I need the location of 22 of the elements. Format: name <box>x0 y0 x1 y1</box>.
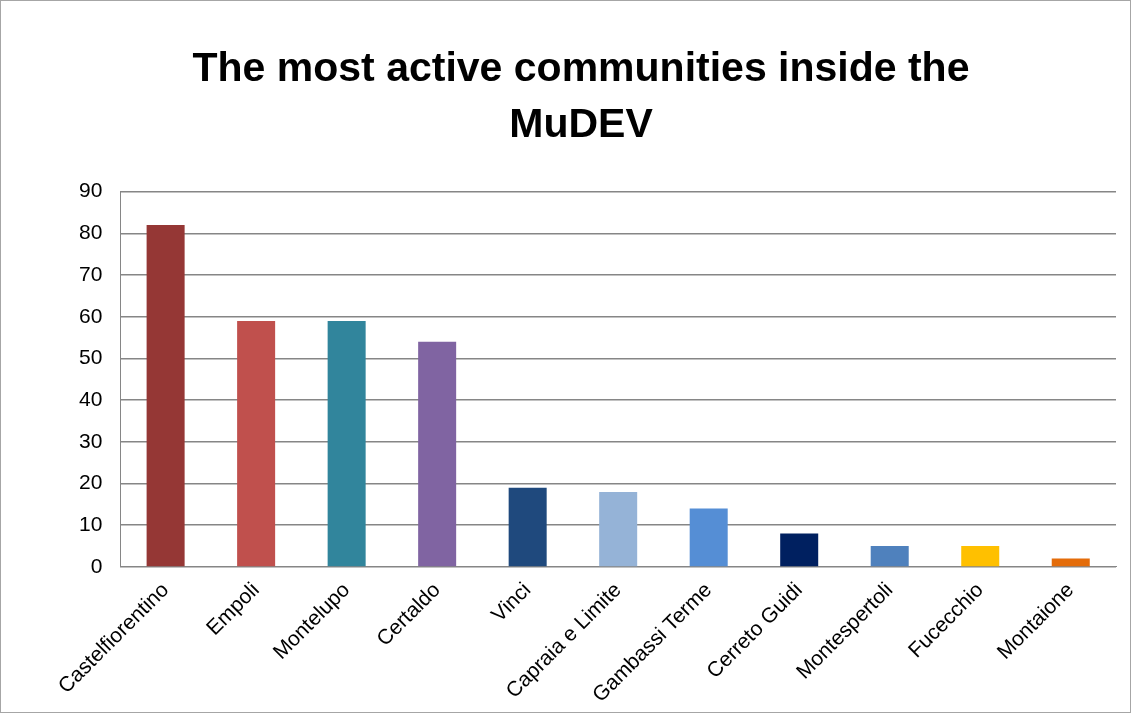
y-tick-label: 20 <box>79 470 103 494</box>
y-tick-label: 70 <box>79 261 103 285</box>
bar <box>780 533 819 567</box>
bar <box>1051 558 1090 567</box>
bar <box>327 320 366 567</box>
y-tick-label: 40 <box>79 386 103 410</box>
bar <box>961 546 1000 567</box>
bar <box>237 320 276 567</box>
y-tick-label: 90 <box>79 178 103 202</box>
y-tick-label: 60 <box>79 303 103 327</box>
y-tick-label: 30 <box>79 428 103 452</box>
y-tick-label: 10 <box>79 512 103 536</box>
bar <box>689 508 728 567</box>
y-tick-label: 80 <box>79 220 103 244</box>
bar <box>508 487 547 567</box>
bar <box>870 546 909 567</box>
bar <box>599 491 638 567</box>
bar <box>146 224 185 567</box>
bar <box>418 341 457 567</box>
y-tick-label: 50 <box>79 345 103 369</box>
y-tick-label: 0 <box>90 553 103 577</box>
chart-title: The most active communities inside the MuDEV <box>191 43 971 148</box>
